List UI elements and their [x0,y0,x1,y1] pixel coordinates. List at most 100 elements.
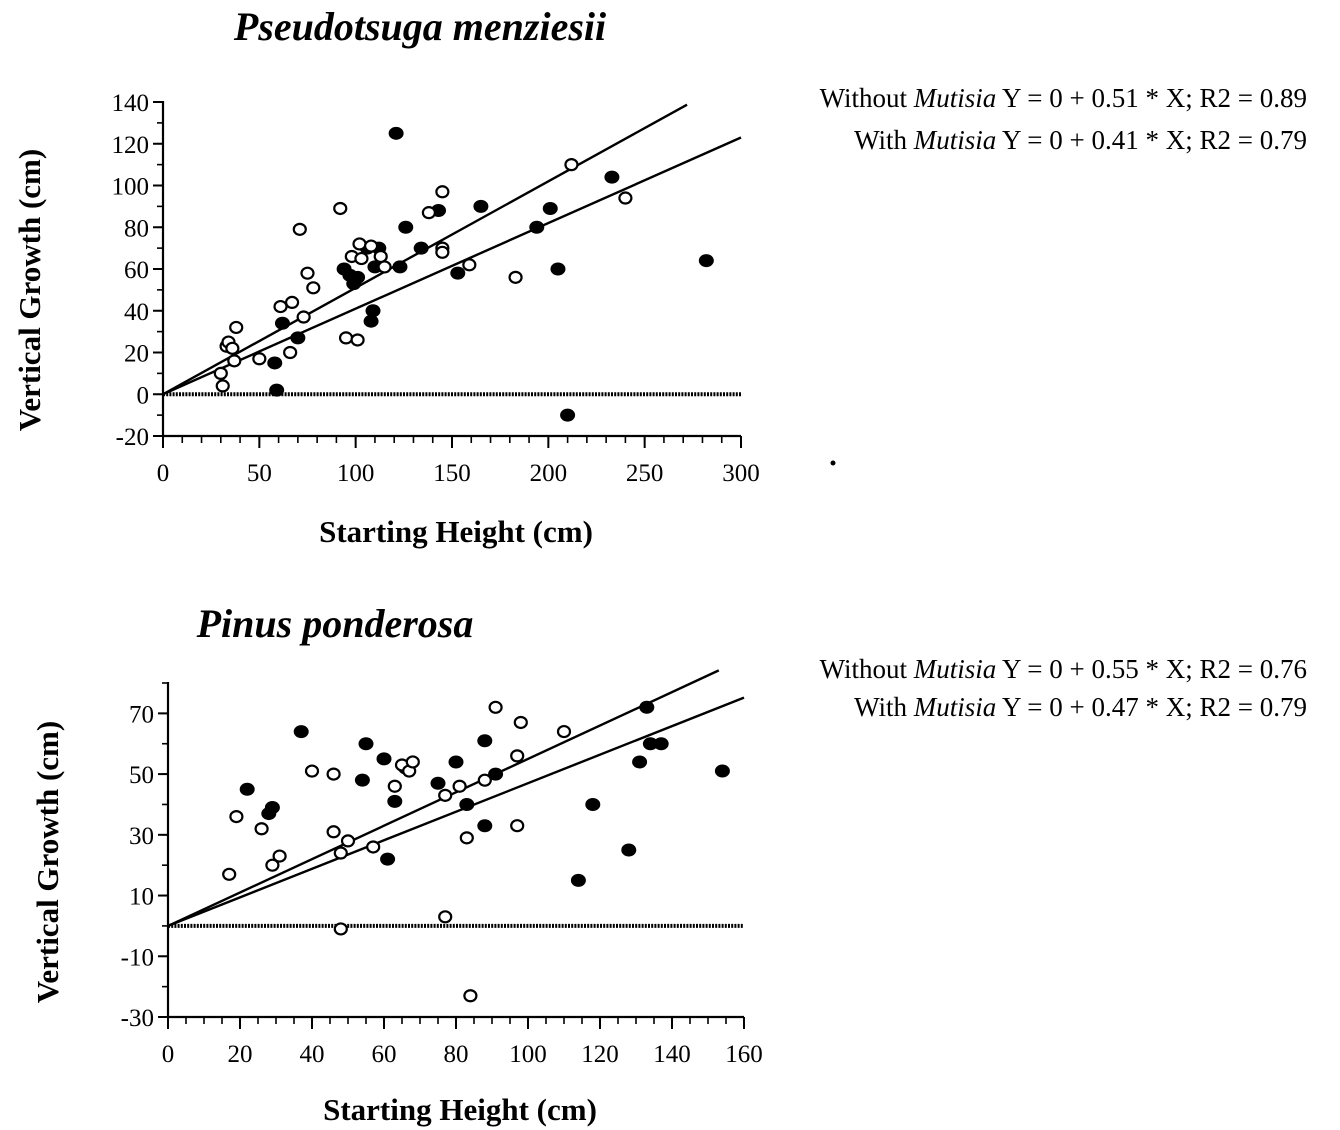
data-point-filled [529,220,545,234]
equation-label-with-mutisia: With Mutisia Y = 0 + 0.47 * X; R2 = 0.79 [854,692,1307,722]
data-point-open [333,846,348,860]
y-tick-label: 80 [124,215,149,242]
data-point-open [488,700,503,714]
data-point-open [556,724,572,739]
data-point-filled [632,755,648,769]
data-point-filled [714,764,730,778]
data-point-open [452,779,467,793]
axes: 0 20 40 60 80 100 120 140 160 70 50 30 10 -10 -30 [121,682,763,1068]
data-point-open [421,206,436,220]
data-point-filled [698,254,714,268]
data-point-open [340,834,356,848]
y-tick-label: -10 [121,944,154,971]
data-points [222,700,730,1003]
data-point-filled [604,170,620,184]
x-tick-label: 20 [228,1041,253,1068]
chart-title: Pinus ponderosa [196,601,474,646]
data-point-open [229,809,244,824]
data-point-open [508,270,523,284]
x-tick-label: 50 [247,460,272,487]
regression-equations: Without Mutisia Y = 0 + 0.55 * X; R2 = 0… [820,654,1307,722]
regression-equations: Without Mutisia Y = 0 + 0.51 * X; R2 = 0… [820,83,1307,155]
x-tick-label: 120 [581,1041,619,1068]
y-tick-label: 30 [129,823,154,850]
data-point-open [222,867,237,881]
regression-lines [162,103,742,396]
x-tick-label: 200 [530,460,568,487]
data-point-filled [290,331,306,345]
x-axis-title: Starting Height (cm) [323,1092,597,1127]
data-point-open [510,749,525,763]
data-point-filled [477,819,493,833]
x-axis-title: Starting Height (cm) [319,514,593,549]
data-point-open [387,779,402,793]
y-tick-label: -20 [116,424,149,451]
data-point-filled [550,262,566,276]
equation-label-with-mutisia: With Mutisia Y = 0 + 0.41 * X; R2 = 0.79 [854,125,1307,155]
data-point-open [435,185,450,199]
data-point-filled [264,800,280,814]
data-point-filled [448,755,464,769]
x-tick-label: 100 [337,460,375,487]
data-point-open [350,333,365,347]
data-points [213,126,714,422]
y-tick-label: 140 [112,90,150,117]
x-tick-label: 0 [157,460,170,487]
data-point-open [254,822,269,836]
y-tick-label: 60 [124,257,149,284]
data-point-open [459,831,474,845]
data-point-filled [560,408,576,422]
data-point-open [225,341,240,355]
data-point-filled [350,270,366,284]
x-tick-label: 0 [162,1041,175,1068]
data-point-open [463,989,478,1003]
speck-mark [830,460,836,466]
x-tick-label: 150 [433,460,471,487]
chart-title: Pseudotsuga menziesii [233,4,606,49]
data-point-filled [269,383,285,397]
data-point-filled [392,260,408,274]
y-tick-label: 0 [137,382,150,409]
y-axis-title: Vertical Growth (cm) [30,721,65,1003]
data-point-open [405,755,420,769]
data-point-open [229,320,244,335]
data-point-filled [473,199,489,213]
data-point-open [462,258,477,272]
data-point-open [296,310,311,324]
data-point-filled [398,220,414,234]
data-point-open [352,237,367,251]
data-point-filled [477,734,493,748]
regression-line-with-mutisia [162,136,742,396]
data-point-open [366,840,381,854]
x-tick-label: 80 [444,1041,469,1068]
x-tick-label: 250 [626,460,664,487]
x-tick-label: 160 [725,1041,763,1068]
data-point-open [354,251,369,266]
x-tick-label: 60 [372,1041,397,1068]
y-tick-label: 10 [129,884,154,911]
data-point-open [333,922,348,936]
y-tick-label: 50 [129,762,154,789]
data-point-filled [293,725,309,739]
data-point-open [215,379,230,393]
data-point-filled [380,852,396,866]
y-tick-label: 120 [112,132,150,159]
chart-panel-pseudotsuga: Pseudotsuga menziesii Vertical Growth (c… [12,4,1307,549]
y-tick-label: -30 [121,1005,154,1032]
data-point-open [227,354,242,368]
x-tick-label: 100 [509,1041,547,1068]
data-point-filled [387,794,403,808]
data-point-open [273,299,288,314]
y-tick-label: 70 [129,701,154,728]
data-point-open [304,764,320,778]
data-point-filled [239,782,255,796]
x-tick-label: 40 [300,1041,325,1068]
data-point-filled [413,241,429,255]
data-point-open [284,295,300,309]
data-point-filled [354,773,370,787]
data-point-filled [621,843,637,857]
chart-panel-pinus: Pinus ponderosa Vertical Growth (cm) Sta… [30,601,1307,1127]
data-point-open [510,819,525,833]
